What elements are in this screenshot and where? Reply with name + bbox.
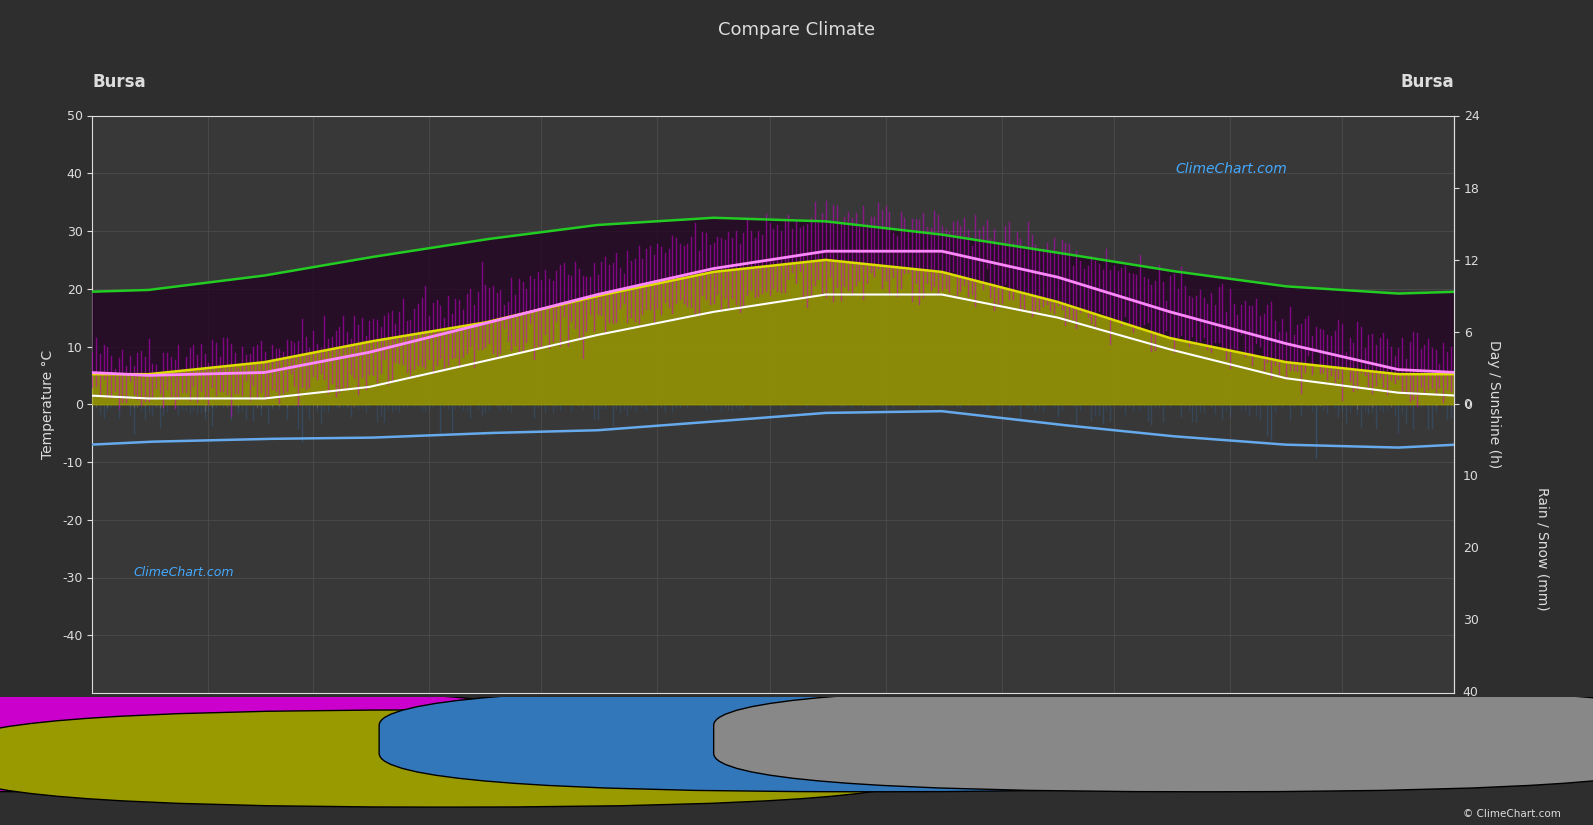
FancyBboxPatch shape xyxy=(379,687,1364,792)
Text: Daylight per day: Daylight per day xyxy=(478,733,577,746)
Text: Rain / Snow (mm): Rain / Snow (mm) xyxy=(1536,487,1550,610)
Text: 0: 0 xyxy=(1462,398,1470,411)
Text: Monthly average sunshine: Monthly average sunshine xyxy=(478,783,634,795)
Text: Sunshine per day: Sunshine per day xyxy=(478,752,581,765)
FancyBboxPatch shape xyxy=(0,710,937,807)
Y-axis label: Day / Sunshine (h): Day / Sunshine (h) xyxy=(1486,340,1501,469)
Text: Snow per day: Snow per day xyxy=(1230,733,1311,746)
Text: 20: 20 xyxy=(1462,542,1478,555)
Text: © ClimeChart.com: © ClimeChart.com xyxy=(1464,808,1561,818)
Text: Rain per day: Rain per day xyxy=(895,733,970,746)
Text: Monthly average: Monthly average xyxy=(895,774,996,787)
Text: Monthly average: Monthly average xyxy=(1230,774,1330,787)
Text: Snow (mm): Snow (mm) xyxy=(1195,707,1274,720)
FancyBboxPatch shape xyxy=(714,687,1593,792)
Text: Bursa: Bursa xyxy=(92,73,147,91)
Text: Bursa: Bursa xyxy=(1400,73,1454,91)
Text: 30: 30 xyxy=(1462,615,1478,627)
Y-axis label: Temperature °C: Temperature °C xyxy=(41,350,56,459)
FancyBboxPatch shape xyxy=(0,687,567,792)
Text: Compare Climate: Compare Climate xyxy=(718,21,875,39)
Text: 10: 10 xyxy=(1462,470,1478,483)
Text: 40: 40 xyxy=(1462,686,1478,700)
Text: Rain (mm): Rain (mm) xyxy=(860,707,933,720)
Text: Temperature °C: Temperature °C xyxy=(64,707,174,720)
Text: Range min / max per day: Range min / max per day xyxy=(99,733,249,746)
Text: Monthly average: Monthly average xyxy=(99,774,199,787)
Text: ClimeChart.com: ClimeChart.com xyxy=(1176,162,1287,176)
Text: ClimeChart.com: ClimeChart.com xyxy=(134,566,234,579)
Text: Day / Sunshine (h): Day / Sunshine (h) xyxy=(430,707,559,720)
